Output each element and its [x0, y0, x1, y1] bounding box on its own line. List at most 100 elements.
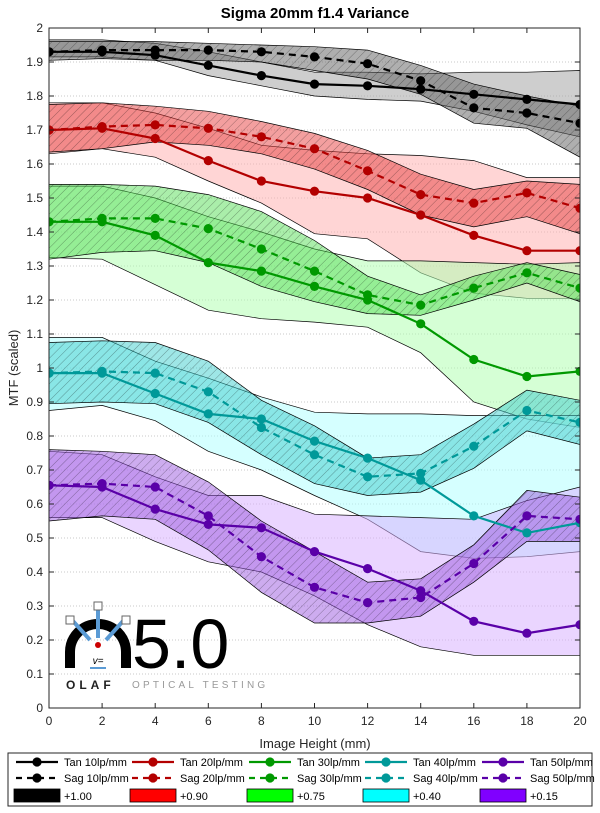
- x-tick-label: 4: [152, 714, 159, 728]
- data-point-tan-10lp-mm: [363, 81, 373, 91]
- data-point-sag-30lp-mm: [363, 290, 373, 300]
- data-point-sag-10lp-mm: [97, 45, 107, 55]
- data-point-sag-30lp-mm: [256, 244, 266, 254]
- data-point-sag-20lp-mm: [469, 198, 479, 208]
- data-point-tan-20lp-mm: [416, 210, 426, 220]
- legend-label-tan-40lp-mm: Tan 40lp/mm: [413, 757, 476, 769]
- legend-label-sag-20lp-mm: Sag 20lp/mm: [180, 773, 245, 785]
- data-point-sag-40lp-mm: [469, 441, 479, 451]
- data-point-sag-40lp-mm: [150, 368, 160, 378]
- data-point-sag-50lp-mm: [469, 558, 479, 569]
- data-point-tan-30lp-mm: [575, 366, 580, 376]
- y-axis-label: MTF (scaled): [6, 330, 21, 407]
- legend-label-sag-50lp-mm: Sag 50lp/mm: [530, 773, 595, 785]
- data-point-sag-20lp-mm: [97, 122, 107, 132]
- data-point-sag-30lp-mm: [469, 283, 479, 293]
- data-point-sag-10lp-mm: [309, 52, 320, 62]
- data-point-sag-30lp-mm: [150, 213, 160, 223]
- y-tick-label: 0.9: [26, 395, 43, 409]
- data-point-sag-40lp-mm: [49, 368, 54, 378]
- legend-offset-label: +0.40: [413, 791, 441, 803]
- series-layer: [49, 45, 580, 638]
- data-point-sag-50lp-mm: [97, 479, 107, 489]
- series-line-sag-50lp-mm: [49, 482, 580, 604]
- y-tick-label: 1.6: [26, 157, 43, 171]
- y-tick-label: 1.8: [26, 89, 43, 103]
- y-tick-label: 0.7: [26, 463, 43, 477]
- data-point-tan-20lp-mm: [203, 156, 213, 166]
- data-point-tan-30lp-mm: [416, 319, 426, 329]
- logo-brand: OLAF: [66, 678, 115, 692]
- data-point-tan-40lp-mm: [416, 475, 426, 485]
- y-tick-label: 0.5: [26, 531, 43, 545]
- legend-marker-tan-30lp-mm: [265, 757, 275, 767]
- x-tick-label: 14: [414, 714, 428, 728]
- bands-layer: [49, 39, 580, 656]
- data-point-sag-40lp-mm: [97, 366, 107, 376]
- legend-label-sag-40lp-mm: Sag 40lp/mm: [413, 773, 478, 785]
- data-point-tan-20lp-mm: [522, 246, 532, 256]
- y-tick-label: 1.4: [26, 225, 43, 239]
- chart-title: Sigma 20mm f1.4 Variance: [221, 5, 409, 22]
- data-point-sag-30lp-mm: [416, 300, 426, 310]
- data-point-sag-10lp-mm: [522, 108, 532, 118]
- olaf-logo: v= 5.0 OLAF OPTICAL TESTING: [65, 601, 268, 692]
- data-point-sag-50lp-mm: [416, 592, 426, 603]
- y-tick-label: 1.7: [26, 123, 43, 137]
- data-point-sag-10lp-mm: [150, 45, 160, 55]
- data-point-tan-20lp-mm: [150, 133, 160, 144]
- data-point-tan-40lp-mm: [256, 414, 266, 424]
- data-point-tan-40lp-mm: [203, 409, 213, 419]
- data-point-sag-30lp-mm: [309, 266, 320, 276]
- legend-label-tan-10lp-mm: Tan 10lp/mm: [64, 757, 127, 769]
- data-point-tan-10lp-mm: [522, 94, 532, 104]
- logo-tagline: OPTICAL TESTING: [132, 680, 268, 691]
- data-point-tan-30lp-mm: [309, 281, 320, 291]
- data-point-sag-10lp-mm: [416, 76, 426, 86]
- legend-label-sag-10lp-mm: Sag 10lp/mm: [64, 773, 129, 785]
- data-point-tan-50lp-mm: [203, 519, 213, 530]
- data-point-sag-50lp-mm: [49, 480, 54, 490]
- y-tick-label: 2: [36, 21, 43, 35]
- data-point-sag-50lp-mm: [363, 598, 373, 608]
- data-point-sag-50lp-mm: [203, 511, 213, 521]
- data-point-sag-50lp-mm: [256, 552, 266, 562]
- data-point-sag-20lp-mm: [522, 188, 532, 198]
- y-tick-label: 1.2: [26, 293, 43, 307]
- legend-swatch: [13, 788, 61, 803]
- legend-offset-label: +0.15: [530, 791, 558, 803]
- legend-marker-tan-50lp-mm: [498, 757, 508, 767]
- data-point-tan-50lp-mm: [150, 504, 160, 514]
- legend-swatch: [129, 788, 177, 803]
- data-point-sag-30lp-mm: [575, 283, 580, 293]
- data-point-sag-20lp-mm: [309, 144, 320, 154]
- data-point-tan-10lp-mm: [203, 60, 213, 70]
- logo-version: 5.0: [132, 605, 229, 683]
- x-tick-label: 20: [573, 714, 587, 728]
- legend-marker-sag-50lp-mm: [498, 773, 508, 783]
- data-point-sag-40lp-mm: [416, 468, 426, 478]
- data-point-tan-40lp-mm: [363, 453, 373, 463]
- band-hatch-sag-20lp-mm: [49, 102, 580, 234]
- y-tick-label: 0.3: [26, 599, 43, 613]
- y-tick-label: 0.8: [26, 429, 43, 443]
- x-tick-label: 12: [361, 714, 375, 728]
- data-point-tan-10lp-mm: [416, 84, 426, 94]
- data-point-sag-40lp-mm: [522, 405, 532, 416]
- data-point-tan-20lp-mm: [256, 176, 266, 186]
- data-point-tan-50lp-mm: [575, 620, 580, 630]
- data-point-tan-40lp-mm: [309, 436, 320, 446]
- data-point-tan-40lp-mm: [469, 511, 479, 521]
- logo-v-mark: v=: [93, 656, 104, 667]
- data-point-tan-10lp-mm: [256, 71, 266, 81]
- legend-marker-sag-30lp-mm: [265, 773, 275, 783]
- data-point-sag-10lp-mm: [363, 59, 373, 69]
- data-point-tan-10lp-mm: [469, 89, 479, 99]
- legend-marker-sag-20lp-mm: [148, 773, 158, 783]
- data-point-tan-20lp-mm: [309, 186, 320, 196]
- legend-swatch: [246, 788, 294, 803]
- olaf-icon: v=: [65, 601, 131, 669]
- data-point-tan-50lp-mm: [256, 523, 266, 533]
- data-point-sag-10lp-mm: [575, 118, 580, 128]
- legend-marker-tan-40lp-mm: [381, 757, 391, 767]
